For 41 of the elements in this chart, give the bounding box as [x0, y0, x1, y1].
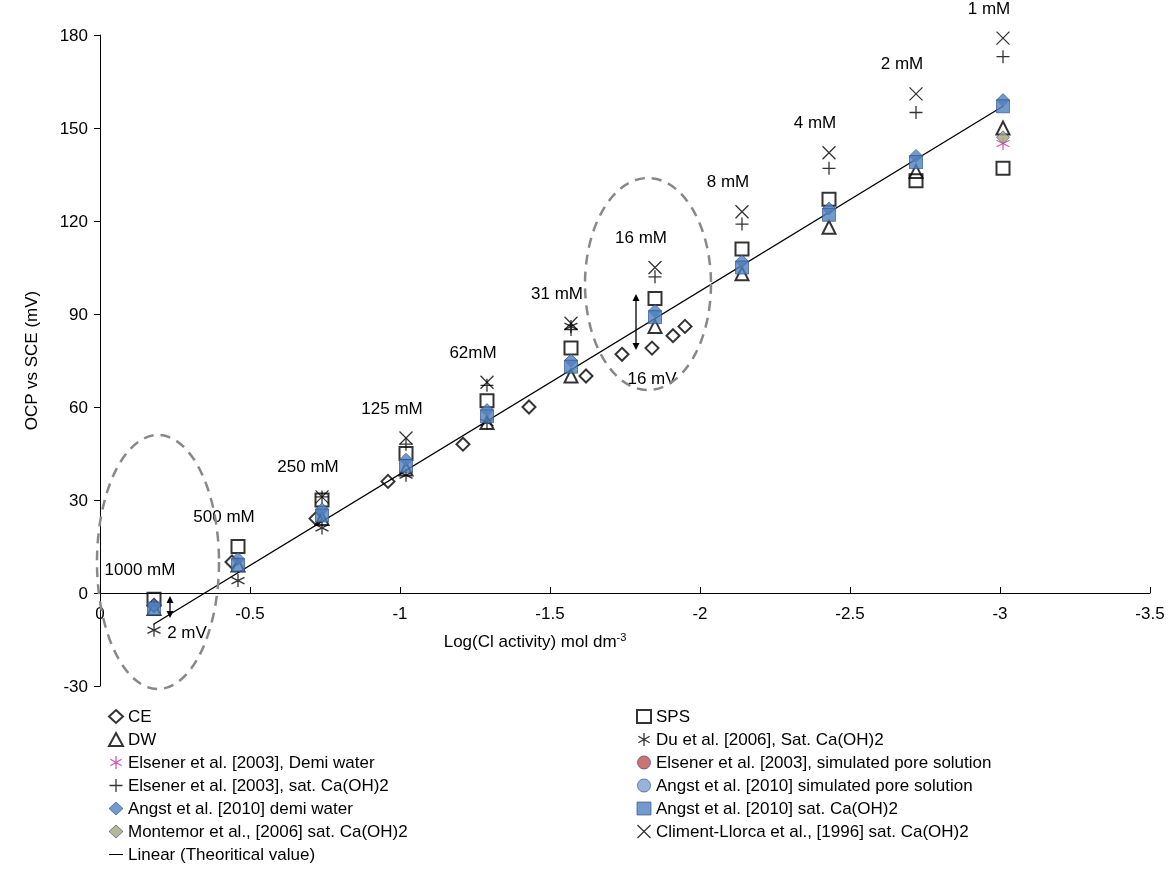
- y-tick-label: 30: [69, 490, 88, 510]
- annotation: 125 mM: [361, 398, 423, 418]
- legend-label: Climent-Llorca et al., [1996] sat. Ca(OH)2: [656, 822, 969, 841]
- x-tick-label: -2.5: [835, 603, 865, 623]
- annotation: 1 mM: [967, 0, 1011, 18]
- y-tick-label: 180: [59, 25, 88, 45]
- y-tick-label: 60: [69, 397, 88, 417]
- annotation: 31 mM: [531, 283, 583, 303]
- y-tick-label: 120: [59, 211, 88, 231]
- y-tick-label: 0: [78, 583, 88, 603]
- legend-label: Angst et al. [2010] sat. Ca(OH)2: [656, 799, 898, 818]
- legend-label: Linear (Theoritical value): [128, 845, 316, 864]
- legend-label: CE: [128, 707, 152, 726]
- legend-label: DW: [128, 730, 157, 749]
- annotation: 16 mM: [615, 228, 667, 247]
- annotation: 4 mM: [793, 113, 837, 133]
- legend-label: Elsener et al. [2003], Demi water: [128, 753, 375, 772]
- legend-label: Du et al. [2006], Sat. Ca(OH)2: [656, 730, 884, 749]
- annotation: 1000 mM: [104, 559, 176, 579]
- annotation: 2 mV: [167, 622, 208, 642]
- legend-label: Angst et al. [2010] demi water: [128, 799, 354, 818]
- y-tick-label: 150: [59, 118, 88, 138]
- x-tick-label: -1.5: [535, 603, 565, 623]
- legend-label: Elsener et al. [2003], simulated pore solution: [656, 753, 992, 772]
- legend-label: SPS: [656, 707, 691, 726]
- annotation: 2 mM: [880, 54, 924, 74]
- x-tick-label: -3.5: [1135, 603, 1165, 623]
- annotation: 250 mM: [277, 457, 339, 477]
- x-tick-label: -3: [992, 603, 1008, 623]
- annotation: 8 mM: [706, 172, 750, 192]
- legend-label: Montemor et al., [2006] sat. Ca(OH)2: [128, 822, 408, 841]
- legend-label: Angst et al. [2010] simulated pore solution: [656, 776, 973, 795]
- legend-label: Elsener et al. [2003], sat. Ca(OH)2: [128, 776, 389, 795]
- x-tick-label: -2: [692, 603, 708, 623]
- x-tick-label: -0.5: [235, 603, 265, 623]
- y-tick-label: -30: [63, 676, 88, 696]
- x-tick-label: -1: [392, 603, 408, 623]
- annotation: 500 mM: [193, 507, 255, 526]
- y-tick-label: 90: [69, 304, 88, 324]
- y-axis-title: OCP vs SCE (mV): [22, 290, 41, 431]
- annotation: 62mM: [449, 342, 497, 362]
